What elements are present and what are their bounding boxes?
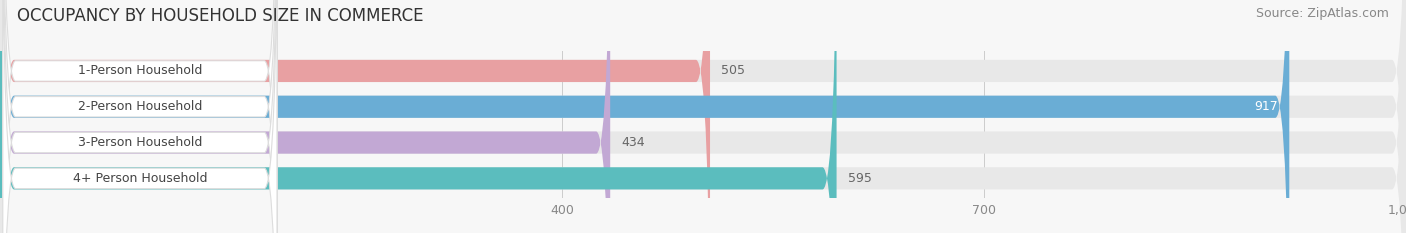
Text: 505: 505	[721, 65, 745, 77]
FancyBboxPatch shape	[0, 0, 837, 233]
Text: Source: ZipAtlas.com: Source: ZipAtlas.com	[1256, 7, 1389, 20]
Text: 1-Person Household: 1-Person Household	[77, 65, 202, 77]
Text: 917: 917	[1254, 100, 1278, 113]
FancyBboxPatch shape	[3, 0, 277, 233]
FancyBboxPatch shape	[3, 0, 277, 233]
FancyBboxPatch shape	[0, 0, 610, 233]
FancyBboxPatch shape	[3, 0, 277, 233]
Text: 4+ Person Household: 4+ Person Household	[73, 172, 207, 185]
Text: 434: 434	[621, 136, 645, 149]
Text: 595: 595	[848, 172, 872, 185]
FancyBboxPatch shape	[0, 0, 1289, 233]
Text: OCCUPANCY BY HOUSEHOLD SIZE IN COMMERCE: OCCUPANCY BY HOUSEHOLD SIZE IN COMMERCE	[17, 7, 423, 25]
FancyBboxPatch shape	[3, 0, 277, 233]
Text: 3-Person Household: 3-Person Household	[77, 136, 202, 149]
FancyBboxPatch shape	[0, 0, 710, 233]
Text: 2-Person Household: 2-Person Household	[77, 100, 202, 113]
